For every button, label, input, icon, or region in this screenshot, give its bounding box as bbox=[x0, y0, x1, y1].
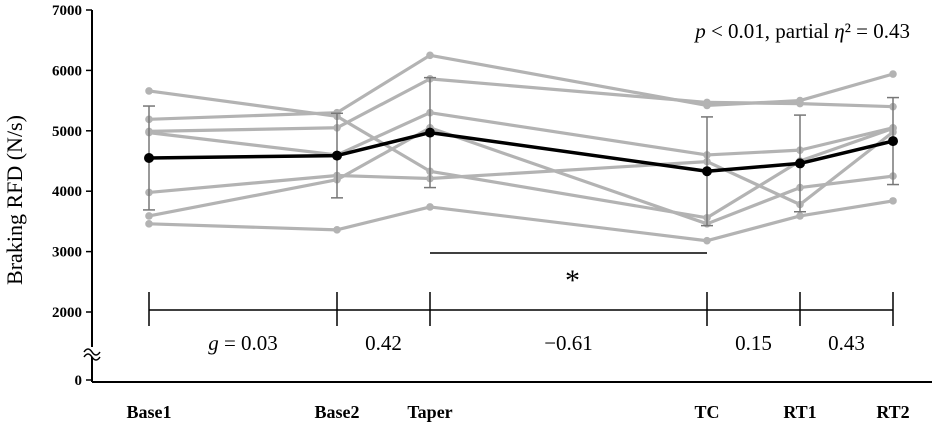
individual-point bbox=[426, 203, 434, 211]
individual-point bbox=[426, 51, 434, 60]
mean-point bbox=[888, 136, 898, 147]
individual-point bbox=[703, 236, 711, 245]
x-category-tc: TC bbox=[694, 402, 719, 422]
individual-point bbox=[145, 220, 153, 228]
y-tick-label: 5000 bbox=[52, 124, 82, 140]
individual-line-3 bbox=[148, 77, 894, 134]
effect-size-value: 0.43 bbox=[828, 331, 865, 355]
significance-asterisk: * bbox=[565, 264, 580, 297]
effect-size-label: 0.15 bbox=[735, 331, 772, 355]
individual-line-2 bbox=[148, 53, 894, 121]
x-category-rt2: RT2 bbox=[876, 402, 909, 422]
effect-size-label: g = 0.03 bbox=[208, 331, 278, 355]
x-category-base2: Base2 bbox=[315, 402, 360, 422]
y-tick-label: 0 bbox=[75, 373, 83, 389]
effect-size-value: 0.15 bbox=[735, 331, 772, 355]
x-category-labels: Base1 Base2 Taper TC RT1 RT2 bbox=[127, 402, 910, 422]
mean-line bbox=[148, 130, 894, 174]
individual-line-7 bbox=[148, 199, 894, 243]
individual-line-5 bbox=[148, 130, 894, 207]
mean-point bbox=[425, 127, 435, 138]
mean-point bbox=[332, 150, 342, 161]
individual-point bbox=[703, 98, 711, 107]
individual-point bbox=[145, 212, 153, 220]
individual-line-1 bbox=[148, 89, 894, 220]
stat-eta-rest: ² = 0.43 bbox=[845, 19, 910, 43]
individual-lines bbox=[145, 51, 897, 245]
mean-series bbox=[143, 76, 899, 227]
effect-size-value: = 0.03 bbox=[219, 331, 278, 355]
y-axis-title: Braking RFD (N/s) bbox=[2, 115, 27, 285]
individual-point bbox=[889, 70, 897, 78]
individual-line-4 bbox=[148, 111, 894, 157]
mean-point bbox=[144, 152, 154, 163]
mean-point bbox=[702, 166, 712, 177]
individual-point bbox=[796, 212, 804, 220]
effect-size-label: −0.61 bbox=[544, 331, 593, 355]
individual-point bbox=[796, 99, 804, 108]
y-tick-label: 7000 bbox=[52, 3, 82, 19]
effect-size-label: 0.42 bbox=[365, 331, 402, 355]
stat-p-symbol: p bbox=[693, 19, 706, 43]
y-tick-label: 6000 bbox=[52, 63, 82, 79]
axis-break-mark bbox=[83, 347, 102, 361]
x-category-taper: Taper bbox=[407, 402, 452, 422]
stat-annotation: p < 0.01, partial η² = 0.43 bbox=[693, 19, 910, 43]
y-tick-label: 4000 bbox=[52, 184, 82, 200]
effect-size-value: −0.61 bbox=[544, 331, 593, 355]
individual-point bbox=[889, 197, 897, 205]
y-ticks: 7000 6000 5000 4000 3000 2000 0 bbox=[52, 3, 92, 389]
stat-eta-symbol: η bbox=[834, 19, 844, 43]
effect-size-label: 0.43 bbox=[828, 331, 865, 355]
x-category-base1: Base1 bbox=[127, 402, 172, 422]
axes bbox=[83, 10, 932, 383]
y-tick-label: 2000 bbox=[52, 305, 82, 321]
effect-size-value: 0.42 bbox=[365, 331, 402, 355]
stat-p-rest: < 0.01, partial bbox=[706, 19, 834, 43]
effect-size-brackets: g = 0.03 0.42 −0.61 0.15 0.43 bbox=[148, 292, 894, 355]
individual-point bbox=[145, 87, 153, 95]
x-category-rt1: RT1 bbox=[783, 402, 816, 422]
individual-line-6 bbox=[148, 126, 894, 226]
y-tick-label: 3000 bbox=[52, 245, 82, 261]
effect-size-symbol: g bbox=[208, 331, 219, 355]
individual-point bbox=[333, 226, 341, 234]
significance-marker: * bbox=[430, 252, 707, 297]
mean-point bbox=[795, 158, 805, 169]
